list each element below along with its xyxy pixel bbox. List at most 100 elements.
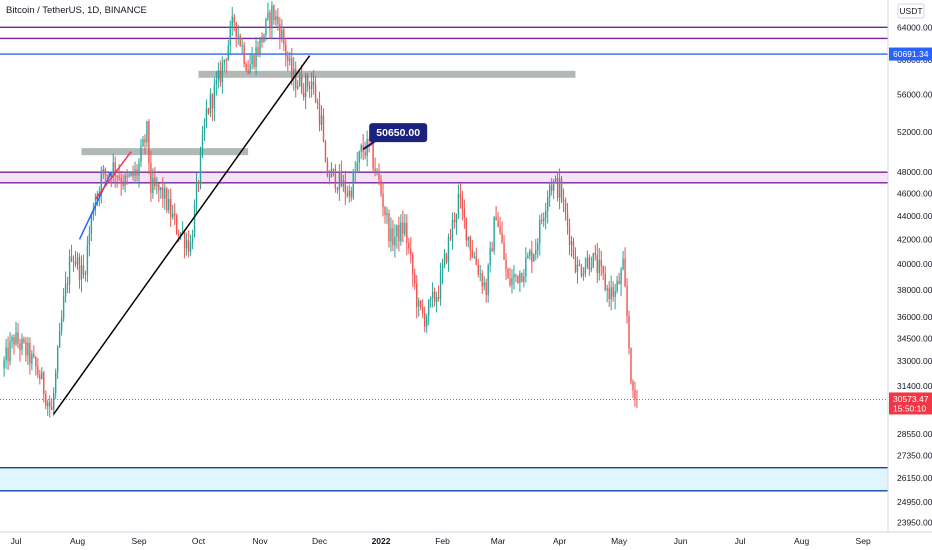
- annotation-layer: 50650.00: [362, 123, 428, 150]
- gray-zones-layer: [81, 70, 576, 156]
- candle-body: [124, 175, 126, 186]
- candle-body: [39, 374, 41, 380]
- candle-body: [513, 274, 515, 279]
- candle-body: [378, 170, 380, 180]
- candle-body: [27, 342, 29, 356]
- candle-body: [58, 330, 61, 348]
- annotation-text: 50650.00: [376, 127, 420, 139]
- candle-body: [193, 204, 196, 237]
- candle-body: [33, 353, 35, 358]
- candle-body: [205, 108, 208, 125]
- candle-body: [410, 248, 412, 255]
- candle-body: [162, 187, 164, 199]
- candle-body: [74, 261, 77, 265]
- candle-body: [221, 62, 224, 83]
- y-tick-label: 24950.00: [897, 497, 932, 507]
- candle-body: [598, 259, 600, 273]
- candles-layer: [3, 0, 638, 418]
- candle-body: [469, 236, 472, 251]
- candle-body: [197, 182, 200, 184]
- candle-body: [336, 188, 339, 190]
- candle-body: [453, 219, 456, 223]
- candle-body: [23, 338, 25, 342]
- candle-body: [358, 151, 360, 163]
- candle-body: [308, 86, 311, 90]
- candle-body: [441, 265, 444, 272]
- candle-body: [586, 257, 589, 267]
- y-tick-label: 23950.00: [897, 517, 932, 527]
- y-tick-label: 42000.00: [897, 234, 932, 244]
- candle-body: [483, 282, 485, 287]
- candle-body: [148, 121, 150, 163]
- candle-body: [166, 188, 168, 211]
- candle-body: [291, 58, 293, 79]
- x-tick-label: Nov: [252, 536, 268, 546]
- y-tick-label: 52000.00: [897, 127, 932, 137]
- candle-body: [537, 243, 539, 251]
- candle-body: [130, 171, 132, 176]
- candle-body: [249, 64, 251, 74]
- candle-body: [535, 250, 537, 255]
- candle-body: [52, 392, 55, 410]
- candle-body: [467, 236, 470, 241]
- candle-body: [628, 316, 630, 348]
- candle-body: [497, 220, 499, 227]
- x-tick-label: Mar: [491, 536, 506, 546]
- candle-body: [273, 5, 275, 21]
- candle-body: [360, 145, 362, 152]
- candle-body: [263, 34, 265, 43]
- candle-body: [592, 253, 595, 268]
- candle-body: [622, 258, 624, 270]
- candle-body: [5, 347, 7, 361]
- candle-body: [465, 217, 468, 241]
- candle-body: [102, 168, 104, 173]
- y-tick-label: 34500.00: [897, 334, 932, 344]
- candle-body: [461, 197, 464, 209]
- candle-body: [590, 267, 593, 270]
- candle-body: [217, 70, 220, 80]
- candle-body: [306, 75, 309, 87]
- chart-title: Bitcoin / TetherUS, 1D, BINANCE: [6, 5, 147, 16]
- candle-body: [529, 250, 531, 256]
- candle-body: [62, 296, 65, 319]
- x-tick-label: Jul: [735, 536, 746, 546]
- candle-body: [412, 254, 414, 275]
- candle-body: [37, 366, 39, 375]
- candle-body: [237, 35, 239, 37]
- candle-body: [435, 297, 438, 302]
- trendline: [78, 171, 112, 240]
- candle-body: [146, 121, 148, 143]
- candle-body: [300, 75, 303, 93]
- candle-body: [168, 199, 170, 211]
- candle-body: [489, 248, 491, 266]
- candle-body: [485, 282, 487, 296]
- candle-body: [156, 184, 158, 187]
- candle-body: [229, 25, 231, 46]
- candle-body: [175, 215, 178, 234]
- candle-body: [550, 185, 553, 191]
- candle-body: [170, 199, 172, 218]
- candle-body: [128, 175, 130, 177]
- candle-body: [49, 402, 51, 407]
- candle-body: [132, 171, 134, 176]
- candle-body: [177, 233, 180, 237]
- candle-body: [451, 219, 454, 238]
- trendline: [53, 55, 311, 415]
- y-tick-label: 48000.00: [897, 167, 932, 177]
- candle-body: [566, 212, 569, 226]
- candle-body: [122, 183, 124, 186]
- candle-body: [302, 92, 305, 97]
- candle-body: [112, 162, 114, 178]
- y-tick-label: 28550.00: [897, 429, 932, 439]
- candle-body: [25, 341, 27, 356]
- candle-body: [298, 75, 301, 87]
- annotation-pointer: [362, 140, 376, 150]
- candle-body: [215, 79, 218, 85]
- candle-body: [17, 332, 19, 344]
- candle-body: [318, 103, 321, 125]
- candle-body: [15, 332, 17, 345]
- candle-body: [19, 343, 21, 350]
- candle-body: [35, 357, 37, 367]
- candle-body: [596, 255, 598, 273]
